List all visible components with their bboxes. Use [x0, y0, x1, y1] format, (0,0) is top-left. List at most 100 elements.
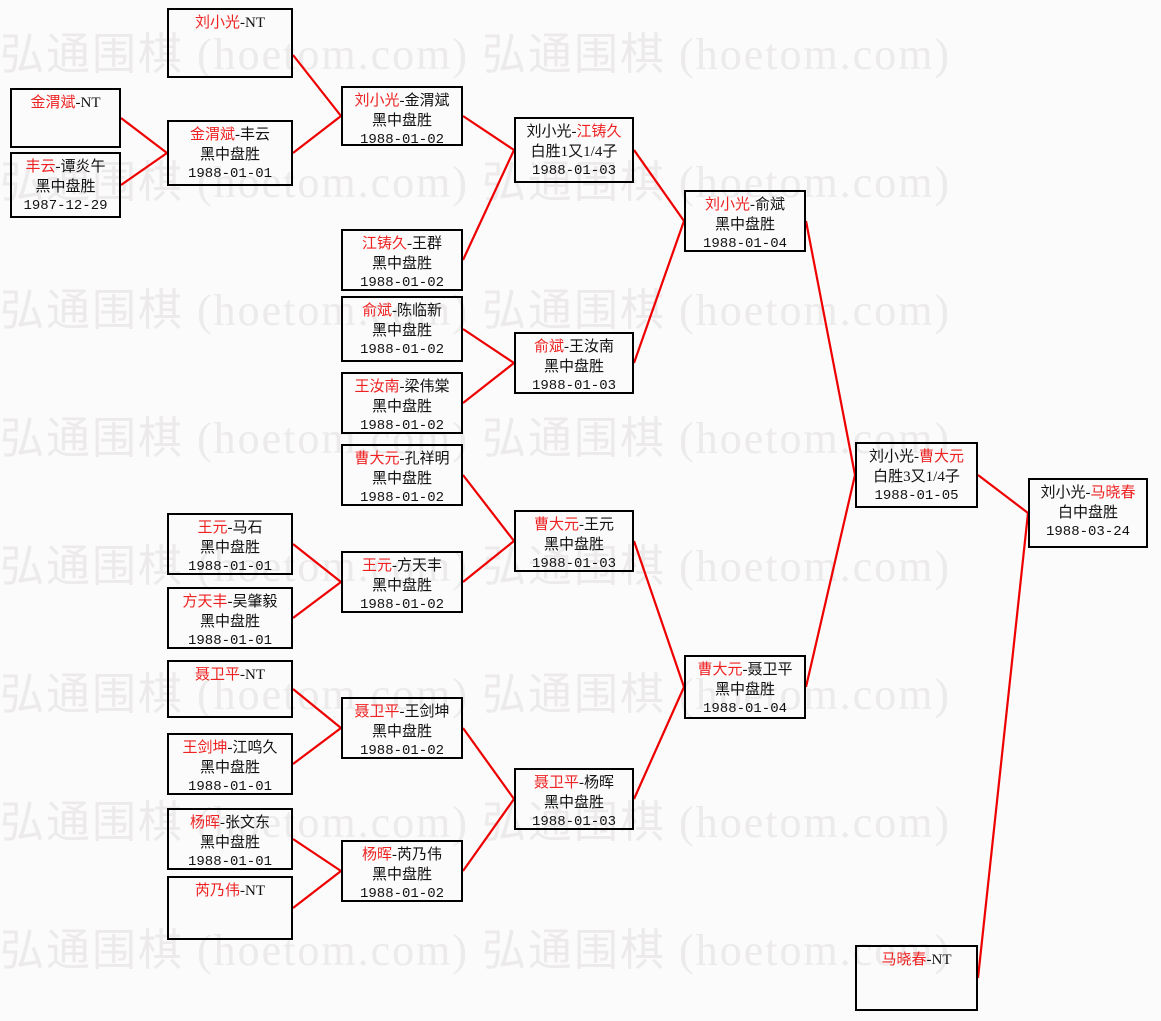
match-box[interactable]: 金渭斌-NT: [10, 88, 121, 148]
player-winner: 芮乃伟: [194, 883, 240, 899]
match-date: 1988-01-02: [359, 597, 444, 614]
match-box[interactable]: 曹大元-孔祥明 黑中盘胜 1988-01-02: [341, 444, 463, 506]
match-players: 杨晖-张文东: [169, 813, 291, 833]
match-date: 1988-01-05: [874, 488, 959, 505]
player-separator: -: [392, 558, 397, 574]
player-loser: 金渭斌: [404, 93, 450, 109]
connector-line: [462, 798, 515, 872]
player-winner: 聂卫平: [533, 775, 579, 791]
player-separator: -: [750, 197, 755, 213]
match-box[interactable]: 刘小光-NT: [167, 8, 293, 78]
match-box[interactable]: 芮乃伟-NT: [167, 876, 293, 940]
player-winner: 聂卫平: [194, 667, 240, 683]
match-result: 白胜1又1/4子: [530, 144, 618, 161]
player-loser: 刘小光: [1040, 485, 1086, 501]
match-box[interactable]: 江铸久-王群 黑中盘胜 1988-01-02: [341, 229, 463, 291]
match-box[interactable]: 聂卫平-王剑坤 黑中盘胜 1988-01-02: [341, 697, 463, 759]
match-box[interactable]: 刘小光-江铸久 白胜1又1/4子 1988-01-03: [514, 117, 634, 183]
connector-line: [462, 540, 515, 583]
match-players: 王元-马石: [169, 518, 291, 538]
player-loser: 王剑坤: [404, 704, 450, 720]
player-loser: 陈临新: [397, 303, 443, 319]
match-box[interactable]: 王元-方天丰 黑中盘胜 1988-01-02: [341, 551, 463, 613]
match-result: 黑中盘胜: [199, 614, 260, 631]
match-date: 1988-01-03: [531, 814, 616, 831]
match-players: 王元-方天丰: [343, 556, 461, 576]
player-separator: -: [240, 883, 245, 899]
connector-line: [292, 870, 342, 909]
match-box[interactable]: 金渭斌-丰云 黑中盘胜 1988-01-01: [167, 120, 293, 186]
match-result: 黑中盘胜: [199, 835, 260, 852]
player-winner: 俞斌: [533, 339, 564, 355]
match-date: 1988-01-02: [359, 886, 444, 903]
match-box[interactable]: 刘小光-曹大元 白胜3又1/4子 1988-01-05: [855, 442, 978, 508]
player-separator: -: [399, 379, 405, 395]
player-separator: -: [571, 124, 577, 140]
match-box[interactable]: 俞斌-王汝南 黑中盘胜 1988-01-03: [514, 332, 634, 394]
player-loser: 刘小光: [868, 449, 914, 465]
match-result: 白胜3又1/4子: [873, 469, 960, 486]
match-result: 白中盘胜: [1057, 505, 1118, 522]
watermark-text: 弘通围棋 (hoetom.com) 弘通围棋 (hoetom.com): [0, 286, 952, 335]
player-loser: 王汝南: [569, 339, 615, 355]
match-box[interactable]: 聂卫平-杨晖 黑中盘胜 1988-01-03: [514, 768, 634, 830]
match-date: 1988-01-01: [187, 633, 272, 650]
player-loser: 芮乃伟: [397, 847, 443, 863]
match-result: 黑中盘胜: [371, 724, 432, 741]
player-separator: -: [914, 449, 919, 465]
match-box[interactable]: 杨晖-张文东 黑中盘胜 1988-01-01: [167, 808, 293, 870]
match-result: 黑中盘胜: [714, 682, 775, 699]
match-box[interactable]: 丰云-谭炎午 黑中盘胜 1987-12-29: [10, 152, 121, 218]
connector-line: [977, 474, 1029, 514]
player-separator: -: [235, 127, 240, 143]
player-loser: NT: [245, 883, 265, 899]
match-box[interactable]: 马晓春-NT: [855, 945, 978, 1011]
match-result: 黑中盘胜: [35, 179, 96, 196]
player-winner: 王剑坤: [182, 740, 228, 756]
match-date: 1988-03-24: [1045, 524, 1130, 541]
match-date: 1988-01-02: [359, 490, 444, 507]
player-separator: -: [392, 303, 397, 319]
player-separator: -: [742, 662, 748, 678]
player-loser: 谭炎午: [60, 159, 106, 175]
match-box[interactable]: 刘小光-金渭斌 黑中盘胜 1988-01-02: [341, 86, 463, 148]
match-date: 1988-01-02: [359, 743, 444, 760]
match-box[interactable]: 王元-马石 黑中盘胜 1988-01-01: [167, 513, 293, 575]
watermark-text: 弘通围棋 (hoetom.com) 弘通围棋 (hoetom.com): [0, 414, 952, 463]
connector-line: [292, 581, 342, 619]
match-box[interactable]: 杨晖-芮乃伟 黑中盘胜 1988-01-02: [341, 840, 463, 902]
connector-line: [120, 117, 168, 154]
player-separator: -: [227, 594, 233, 610]
player-separator: -: [55, 159, 61, 175]
match-date: 1988-01-01: [187, 166, 272, 183]
match-box[interactable]: 曹大元-聂卫平 黑中盘胜 1988-01-04: [684, 655, 806, 719]
player-loser: 王元: [584, 517, 615, 533]
player-separator: -: [399, 93, 405, 109]
match-result: 黑中盘胜: [371, 256, 432, 273]
match-box[interactable]: 曹大元-王元 黑中盘胜 1988-01-03: [514, 510, 634, 572]
connector-line: [292, 54, 342, 117]
player-loser: 马石: [232, 520, 263, 536]
player-separator: -: [227, 520, 233, 536]
player-loser: NT: [245, 667, 265, 683]
match-players: 金渭斌-NT: [12, 93, 119, 113]
player-separator: -: [926, 952, 932, 968]
connector-line: [292, 543, 342, 583]
player-separator: -: [75, 95, 81, 111]
player-winner: 王元: [361, 558, 392, 574]
match-players: 芮乃伟-NT: [169, 881, 291, 901]
player-loser: 刘小光: [526, 124, 572, 140]
match-players: 刘小光-江铸久: [516, 122, 632, 142]
match-box[interactable]: 刘小光-俞斌 黑中盘胜 1988-01-04: [684, 190, 806, 252]
match-box[interactable]: 刘小光-马晓春 白中盘胜 1988-03-24: [1028, 478, 1148, 548]
match-box[interactable]: 王剑坤-江鸣久 黑中盘胜 1988-01-01: [167, 733, 293, 795]
match-box[interactable]: 方天丰-吴肇毅 黑中盘胜 1988-01-01: [167, 587, 293, 649]
match-box[interactable]: 聂卫平-NT: [167, 660, 293, 718]
match-result: 黑中盘胜: [371, 471, 432, 488]
player-separator: -: [564, 339, 569, 355]
player-separator: -: [399, 704, 405, 720]
match-box[interactable]: 俞斌-陈临新 黑中盘胜 1988-01-02: [341, 296, 463, 362]
match-box[interactable]: 王汝南-梁伟棠 黑中盘胜 1988-01-02: [341, 372, 463, 434]
match-date: 1988-01-02: [359, 132, 444, 149]
match-result: 黑中盘胜: [371, 578, 432, 595]
